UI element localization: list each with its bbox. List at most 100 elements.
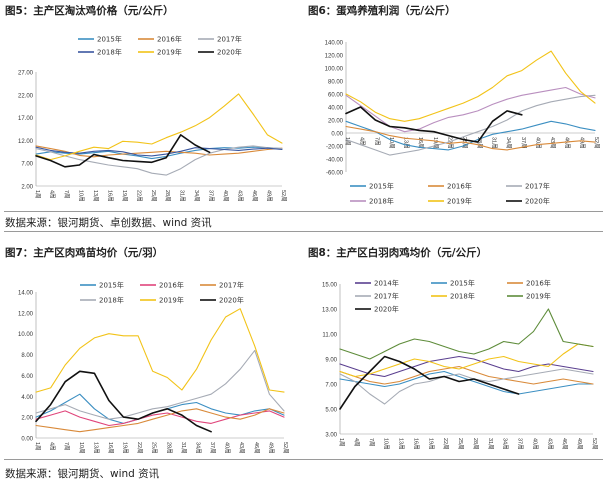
y-tick-label: 22.00 bbox=[18, 93, 34, 99]
legend-label: 2016年 bbox=[526, 279, 551, 288]
legend-label: 2017年 bbox=[217, 35, 242, 44]
x-tick-label: 16周 bbox=[417, 137, 424, 149]
series-line-2020年 bbox=[345, 106, 523, 143]
y-tick-label: 12.00 bbox=[18, 311, 34, 317]
x-tick-label: 7周 bbox=[368, 438, 375, 447]
x-tick-label: 16周 bbox=[106, 190, 113, 202]
x-tick-label: 19周 bbox=[121, 190, 128, 202]
legend-label: 2020年 bbox=[217, 48, 242, 57]
divider-bottom bbox=[4, 459, 603, 460]
x-tick-label: 22周 bbox=[442, 438, 449, 450]
series-line-2019年 bbox=[35, 93, 283, 161]
x-tick-label: 34周 bbox=[194, 442, 201, 454]
x-tick-label: 13周 bbox=[92, 190, 99, 202]
legend-label: 2019年 bbox=[447, 197, 472, 206]
legend-label: 2015年 bbox=[369, 182, 394, 191]
series-line-2015年 bbox=[35, 393, 285, 424]
x-tick-label: 19周 bbox=[432, 137, 439, 149]
y-tick-label: -20.00 bbox=[326, 145, 344, 151]
series-line-2017年 bbox=[35, 408, 285, 433]
x-tick-label: 22周 bbox=[135, 190, 142, 202]
x-tick-label: 28周 bbox=[164, 190, 171, 202]
legend-label: 2018年 bbox=[97, 48, 122, 57]
legend-label: 2017年 bbox=[374, 292, 399, 301]
legend-label: 2017年 bbox=[219, 281, 244, 290]
series-line-2020年 bbox=[339, 355, 520, 410]
x-tick-label: 37周 bbox=[208, 190, 215, 202]
x-tick-label: 4周 bbox=[353, 438, 360, 447]
chart-svg-7: 0.00 2.00 4.00 6.00 8.00 10.00 12.00 14.00 1周 4周 7… bbox=[18, 281, 289, 454]
x-tick-label: 16周 bbox=[412, 438, 419, 450]
y-tick-label: 7.00 bbox=[325, 383, 337, 389]
legend-label: 2017年 bbox=[525, 182, 550, 191]
x-tick-label: 43周 bbox=[546, 438, 553, 450]
y-tick-label: 10.00 bbox=[18, 332, 34, 338]
x-tick-label: 40周 bbox=[222, 190, 229, 202]
y-tick-label: 17.00 bbox=[18, 116, 34, 122]
x-tick-label: 1周 bbox=[344, 137, 351, 146]
x-tick-label: 37周 bbox=[520, 137, 527, 149]
x-tick-label: 25周 bbox=[150, 190, 157, 202]
divider-top bbox=[4, 211, 603, 212]
x-tick-label: 37周 bbox=[209, 442, 216, 454]
chart-panel-6: -60.00 -40.00 -20.00 0.00 20.00 40.00 60.00 80.… bbox=[300, 24, 603, 214]
x-tick-label: 52周 bbox=[282, 442, 289, 454]
y-tick-label: 80.00 bbox=[328, 80, 344, 86]
legend-label: 2016年 bbox=[447, 182, 472, 191]
series-line-2017年 bbox=[345, 94, 596, 156]
x-tick-label: 46周 bbox=[253, 442, 260, 454]
y-tick-label: -40.00 bbox=[326, 158, 344, 164]
y-tick-label: 7.00 bbox=[21, 162, 33, 168]
y-tick-label: 15.00 bbox=[322, 283, 338, 289]
x-tick-label: 1周 bbox=[34, 190, 41, 199]
y-tick-label: 2.00 bbox=[21, 185, 33, 191]
chart-panel-7: 0.00 2.00 4.00 6.00 8.00 10.00 12.00 14.00 1周 4周 7… bbox=[2, 270, 294, 458]
x-tick-label: 37周 bbox=[517, 438, 524, 450]
y-tick-label: 140.00 bbox=[325, 41, 344, 47]
x-tick-label: 34周 bbox=[505, 137, 512, 149]
y-tick-label: 4.00 bbox=[21, 395, 33, 401]
y-tick-label: 8.00 bbox=[21, 353, 33, 359]
x-tick-label: 40周 bbox=[531, 438, 538, 450]
legend-label: 2018年 bbox=[369, 197, 394, 206]
legend-label: 2015年 bbox=[99, 281, 124, 290]
series-line-2016年 bbox=[35, 145, 283, 158]
x-tick-label: 34周 bbox=[502, 438, 509, 450]
chart-panel-8: 3.00 5.00 7.00 9.00 11.00 13.00 15.00 1周 4周 7周 10周… bbox=[300, 270, 603, 460]
legend-label: 2019年 bbox=[159, 296, 184, 305]
y-tick-label: 9.00 bbox=[325, 358, 337, 364]
x-tick-label: 10周 bbox=[78, 442, 85, 454]
x-tick-label: 49周 bbox=[267, 442, 274, 454]
y-tick-label: 100.00 bbox=[325, 67, 344, 73]
chart-panel-5: 2.00 7.00 12.00 17.00 22.00 27.00 1周 4周 7周 10周 13周… bbox=[2, 24, 294, 206]
series-line-2016年 bbox=[35, 410, 285, 427]
x-tick-label: 28周 bbox=[472, 438, 479, 450]
x-tick-label: 10周 bbox=[388, 137, 395, 149]
series-line-2018年 bbox=[35, 146, 283, 157]
series-line-2019年 bbox=[339, 308, 594, 360]
legend-label: 2018年 bbox=[99, 296, 124, 305]
chart-title-5: 图5：主产区淘汰鸡价格（元/公斤） bbox=[5, 5, 174, 17]
y-tick-label: 5.00 bbox=[325, 408, 337, 414]
x-tick-label: 13周 bbox=[403, 137, 410, 149]
x-tick-label: 7周 bbox=[63, 190, 70, 199]
x-tick-label: 10周 bbox=[77, 190, 84, 202]
x-tick-label: 13周 bbox=[92, 442, 99, 454]
legend-label: 2020年 bbox=[525, 197, 550, 206]
x-tick-label: 4周 bbox=[48, 190, 55, 199]
chart-title-7: 图7：主产区肉鸡苗均价（元/羽） bbox=[5, 247, 164, 259]
y-tick-label: 11.00 bbox=[322, 333, 337, 339]
legend-label: 2019年 bbox=[157, 48, 182, 57]
legend-label: 2016年 bbox=[157, 35, 182, 44]
y-tick-label: 0.00 bbox=[21, 437, 33, 443]
chart-svg-5: 2.00 7.00 12.00 17.00 22.00 27.00 1周 4周 7周 10周 13周… bbox=[18, 35, 287, 202]
x-tick-label: 34周 bbox=[193, 190, 200, 202]
x-tick-label: 46周 bbox=[561, 438, 568, 450]
series-line-2016年 bbox=[339, 365, 594, 385]
chart-title-8: 图8：主产区白羽肉鸡均价（元/公斤） bbox=[308, 247, 488, 259]
series-line-2017年 bbox=[35, 145, 283, 176]
series-line-2018年 bbox=[345, 86, 596, 133]
x-tick-label: 25周 bbox=[457, 438, 464, 450]
x-tick-label: 7周 bbox=[373, 137, 380, 146]
y-tick-label: 27.00 bbox=[18, 71, 34, 77]
